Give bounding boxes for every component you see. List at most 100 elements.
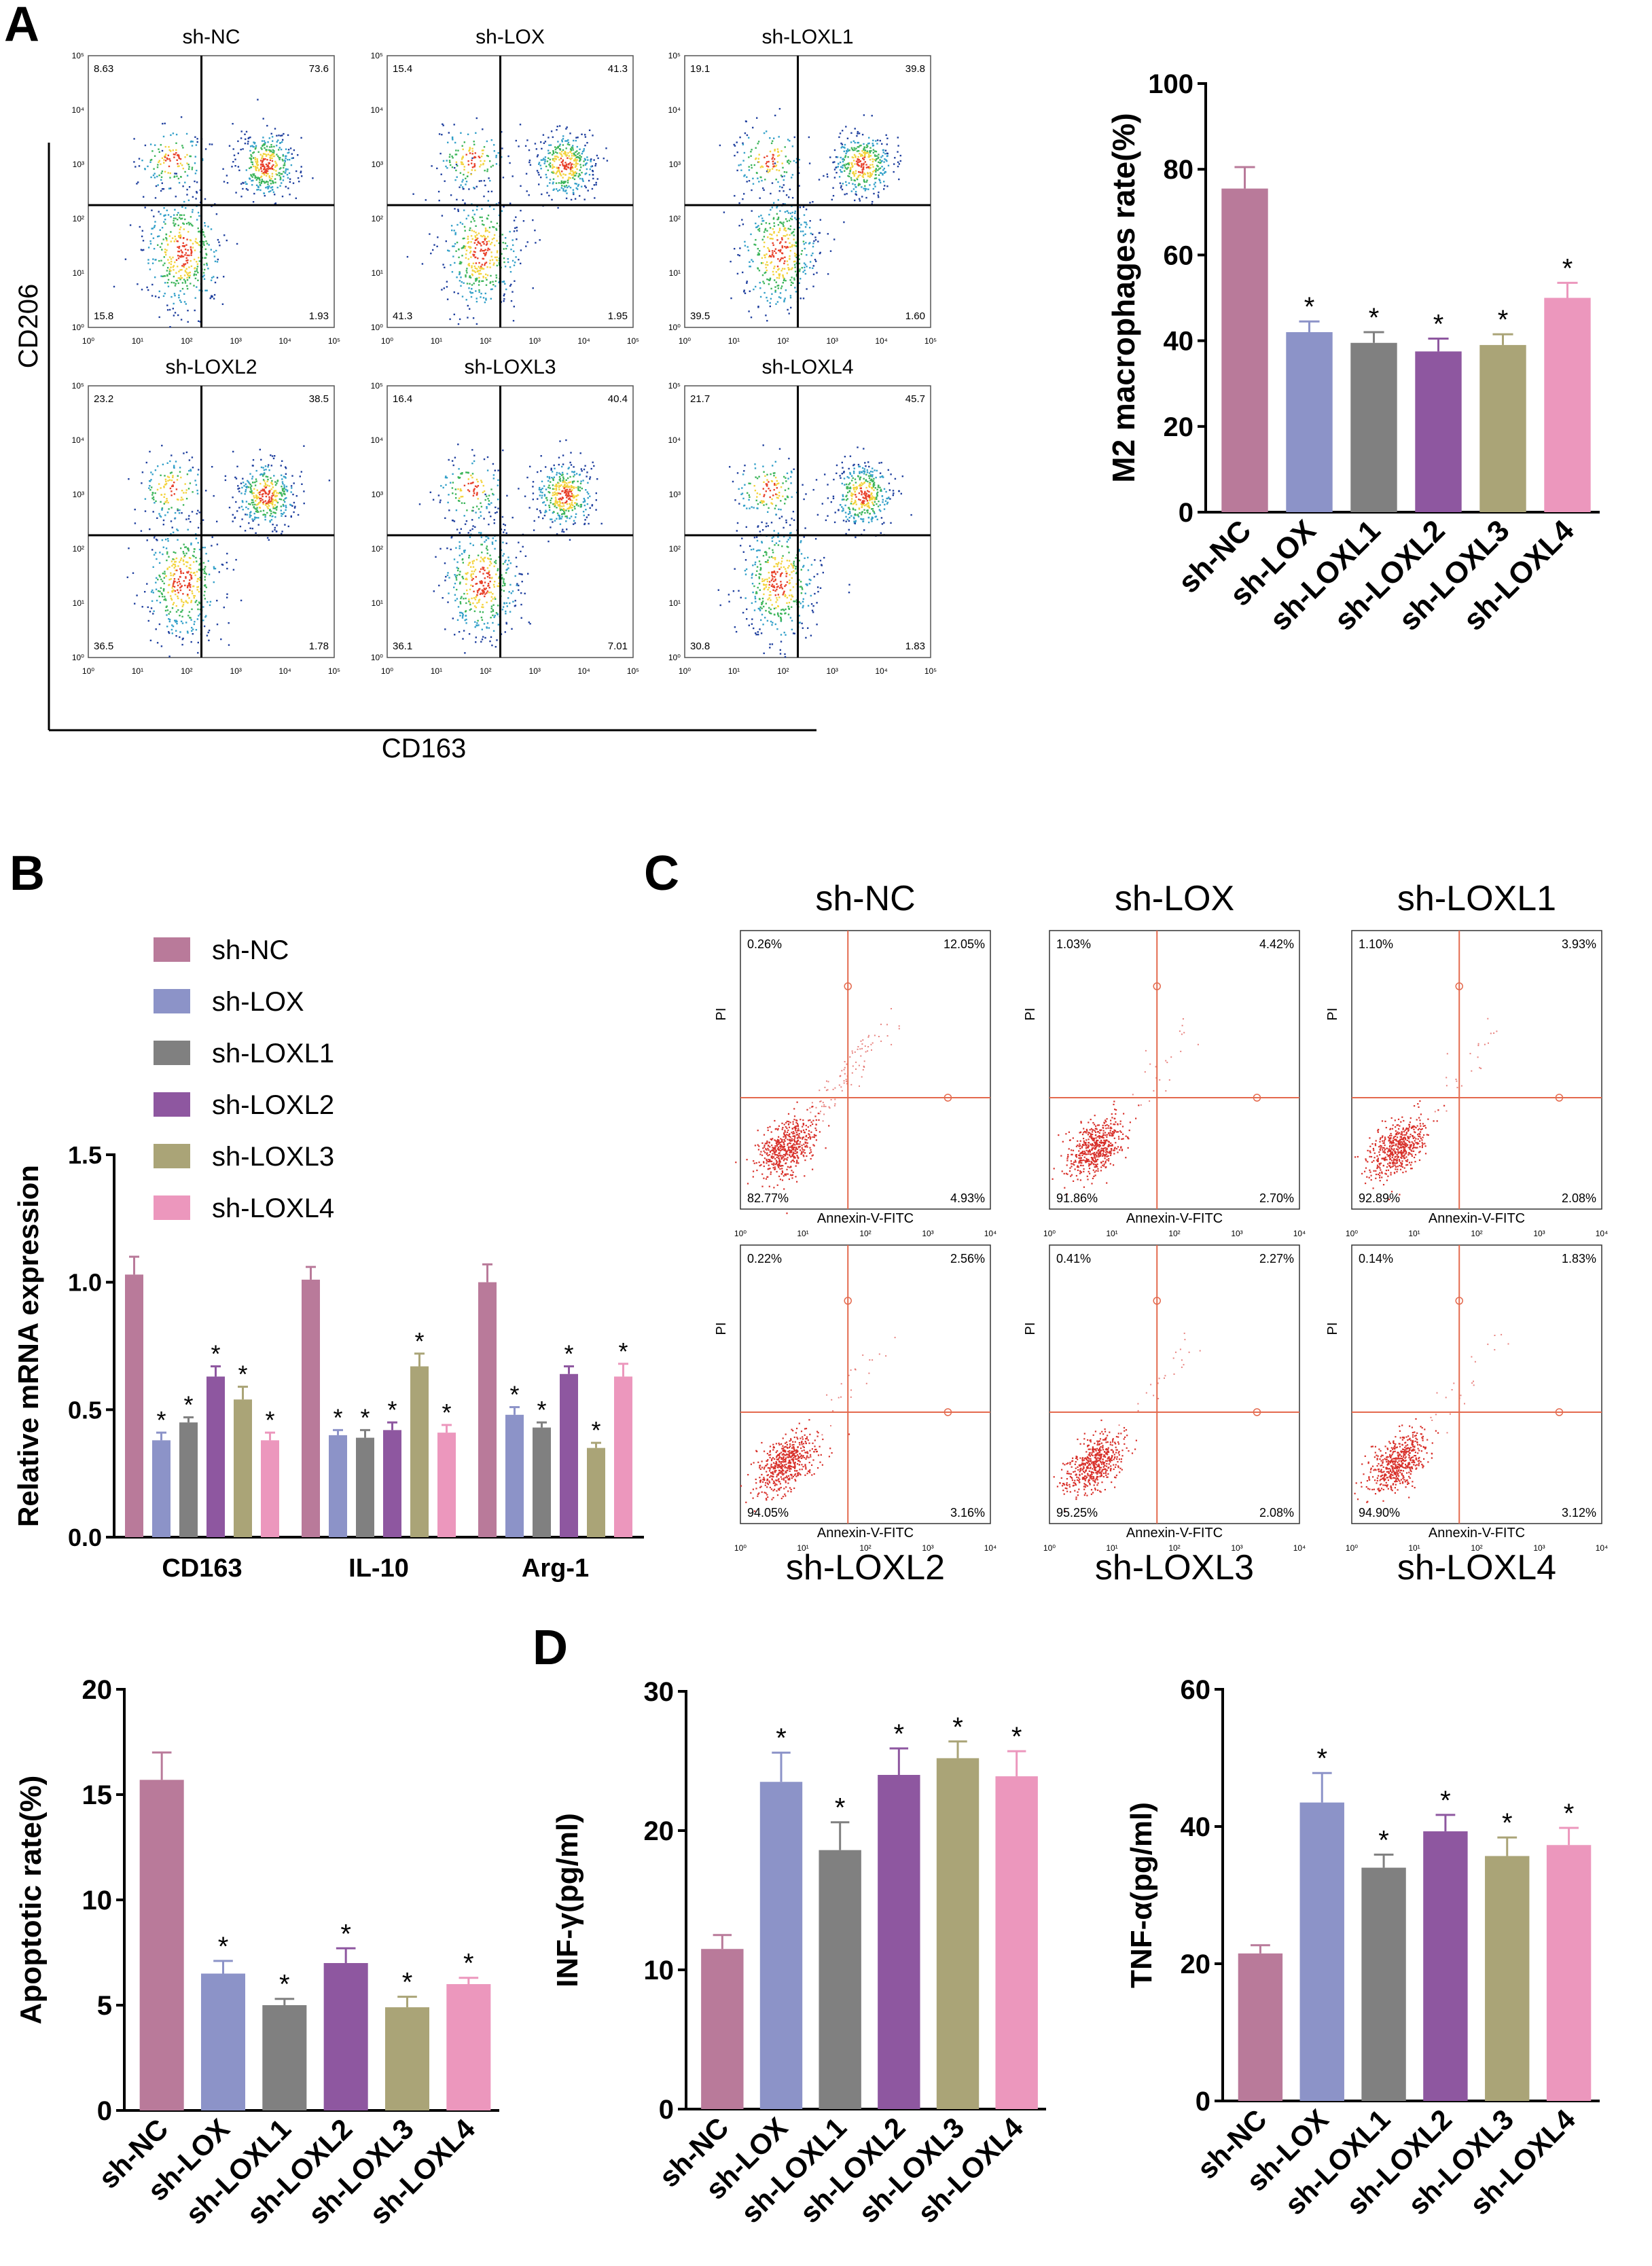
flow-a-dot — [255, 510, 257, 513]
flow-a-dot — [569, 497, 571, 499]
flow-a-dot — [769, 591, 772, 593]
flow-a-dot — [564, 168, 567, 170]
flow-a-dot — [486, 592, 488, 594]
flow-a-dot — [798, 226, 801, 229]
flow-a-dot — [261, 493, 264, 496]
flow-a-dot — [838, 136, 840, 139]
flow-a-dot — [576, 168, 578, 170]
flow-a-dot — [470, 575, 472, 577]
flow-a-dot — [495, 506, 497, 509]
flow-a-dot — [208, 639, 210, 641]
flow-a-dot — [183, 552, 185, 555]
flow-a-dot — [532, 492, 535, 494]
flow-a-dot — [513, 230, 516, 232]
flow-a-dot — [760, 262, 763, 264]
flow-a-dot — [478, 180, 481, 182]
flow-a-dot — [454, 154, 456, 156]
flow-a-dot — [429, 233, 431, 235]
flow-a-dot — [167, 259, 169, 261]
flow-a-dot — [735, 630, 738, 633]
flow-a-dot — [181, 287, 184, 290]
flow-a-dot — [766, 269, 768, 272]
flow-a-dot — [588, 179, 590, 182]
flow-a-dot — [270, 503, 273, 505]
flow-a-title: sh-LOX — [475, 26, 545, 48]
flow-a-dot — [573, 473, 576, 476]
flow-a-dot — [271, 455, 274, 457]
flow-a-dot — [566, 163, 568, 166]
flow-a-dot — [548, 144, 550, 146]
flow-a-dot — [584, 164, 587, 166]
flow-a-dot — [178, 181, 181, 184]
flow-a-dot — [442, 264, 444, 266]
flow-a-dot — [880, 172, 882, 174]
flow-a-dot — [565, 165, 568, 167]
flow-a-dot — [247, 481, 249, 483]
flow-a-dot — [264, 465, 267, 467]
flow-a-dot — [457, 323, 460, 325]
flow-a-dot — [779, 221, 781, 223]
flow-a-ytick: 10¹ — [669, 268, 681, 278]
flow-a-dot — [546, 185, 549, 187]
flow-a-dot — [474, 621, 476, 623]
flow-a-dot — [198, 579, 201, 581]
flow-a-dot — [274, 194, 276, 196]
flow-a-dot — [555, 151, 557, 154]
flow-a-dot — [876, 143, 878, 145]
flow-a-frame — [684, 385, 931, 658]
flow-a-dot — [568, 507, 570, 510]
flow-a-dot — [757, 225, 759, 227]
flow-a-dot — [484, 239, 486, 241]
flow-a-dot — [153, 248, 156, 250]
flow-a-dot — [572, 494, 574, 496]
flow-a-dot — [567, 157, 569, 159]
flow-a-dot — [412, 193, 414, 195]
flow-a-dot — [574, 166, 577, 168]
flow-a-dot — [562, 454, 564, 456]
flow-a-dot — [265, 469, 267, 471]
flow-a-dot — [176, 214, 178, 216]
flow-a-dot — [503, 257, 505, 259]
flow-a-dot — [190, 259, 192, 262]
flow-a-dot — [567, 498, 570, 500]
flow-a-dot — [132, 572, 134, 574]
flow-a-dot — [455, 579, 458, 581]
flow-a-dot — [515, 556, 518, 559]
flow-a-dot — [196, 513, 198, 515]
flow-a-dot — [444, 180, 446, 182]
flow-a-dot — [868, 166, 870, 168]
flow-a-dot — [274, 512, 276, 514]
flow-a-dot — [151, 209, 153, 211]
flow-a-dot — [178, 236, 180, 238]
flow-a-dot — [173, 154, 175, 156]
flow-a-dot — [467, 264, 469, 266]
flow-a-dot — [770, 608, 772, 611]
flow-a-dot — [570, 485, 573, 487]
flow-a-dot — [235, 478, 238, 480]
flow-a-dot — [522, 220, 525, 222]
flow-a-dot — [481, 235, 484, 238]
flow-a-dot — [154, 197, 157, 199]
flow-a-dot — [751, 166, 753, 169]
flow-a-dot — [293, 507, 296, 509]
flow-a-dot — [432, 249, 434, 251]
flow-a-dot — [466, 509, 468, 511]
flow-a-dot — [151, 150, 154, 152]
flow-a-dot — [459, 545, 461, 547]
flow-a-dot — [478, 291, 480, 293]
flow-a-dot — [781, 237, 783, 239]
flow-a-dot — [528, 149, 531, 151]
flow-a-dot — [467, 171, 469, 174]
flow-a-dot — [812, 245, 814, 248]
flow-a-dot — [863, 166, 865, 168]
flow-a-dot — [583, 504, 586, 507]
flow-a-dot — [794, 252, 796, 255]
flow-a-dot — [480, 536, 483, 539]
flow-a-dot — [770, 238, 772, 240]
flow-a-dot — [814, 236, 816, 238]
flow-a-dot — [251, 163, 254, 166]
flow-a-dot — [761, 521, 763, 524]
flow-a-dot — [160, 487, 162, 489]
flow-a-dot — [252, 482, 254, 484]
